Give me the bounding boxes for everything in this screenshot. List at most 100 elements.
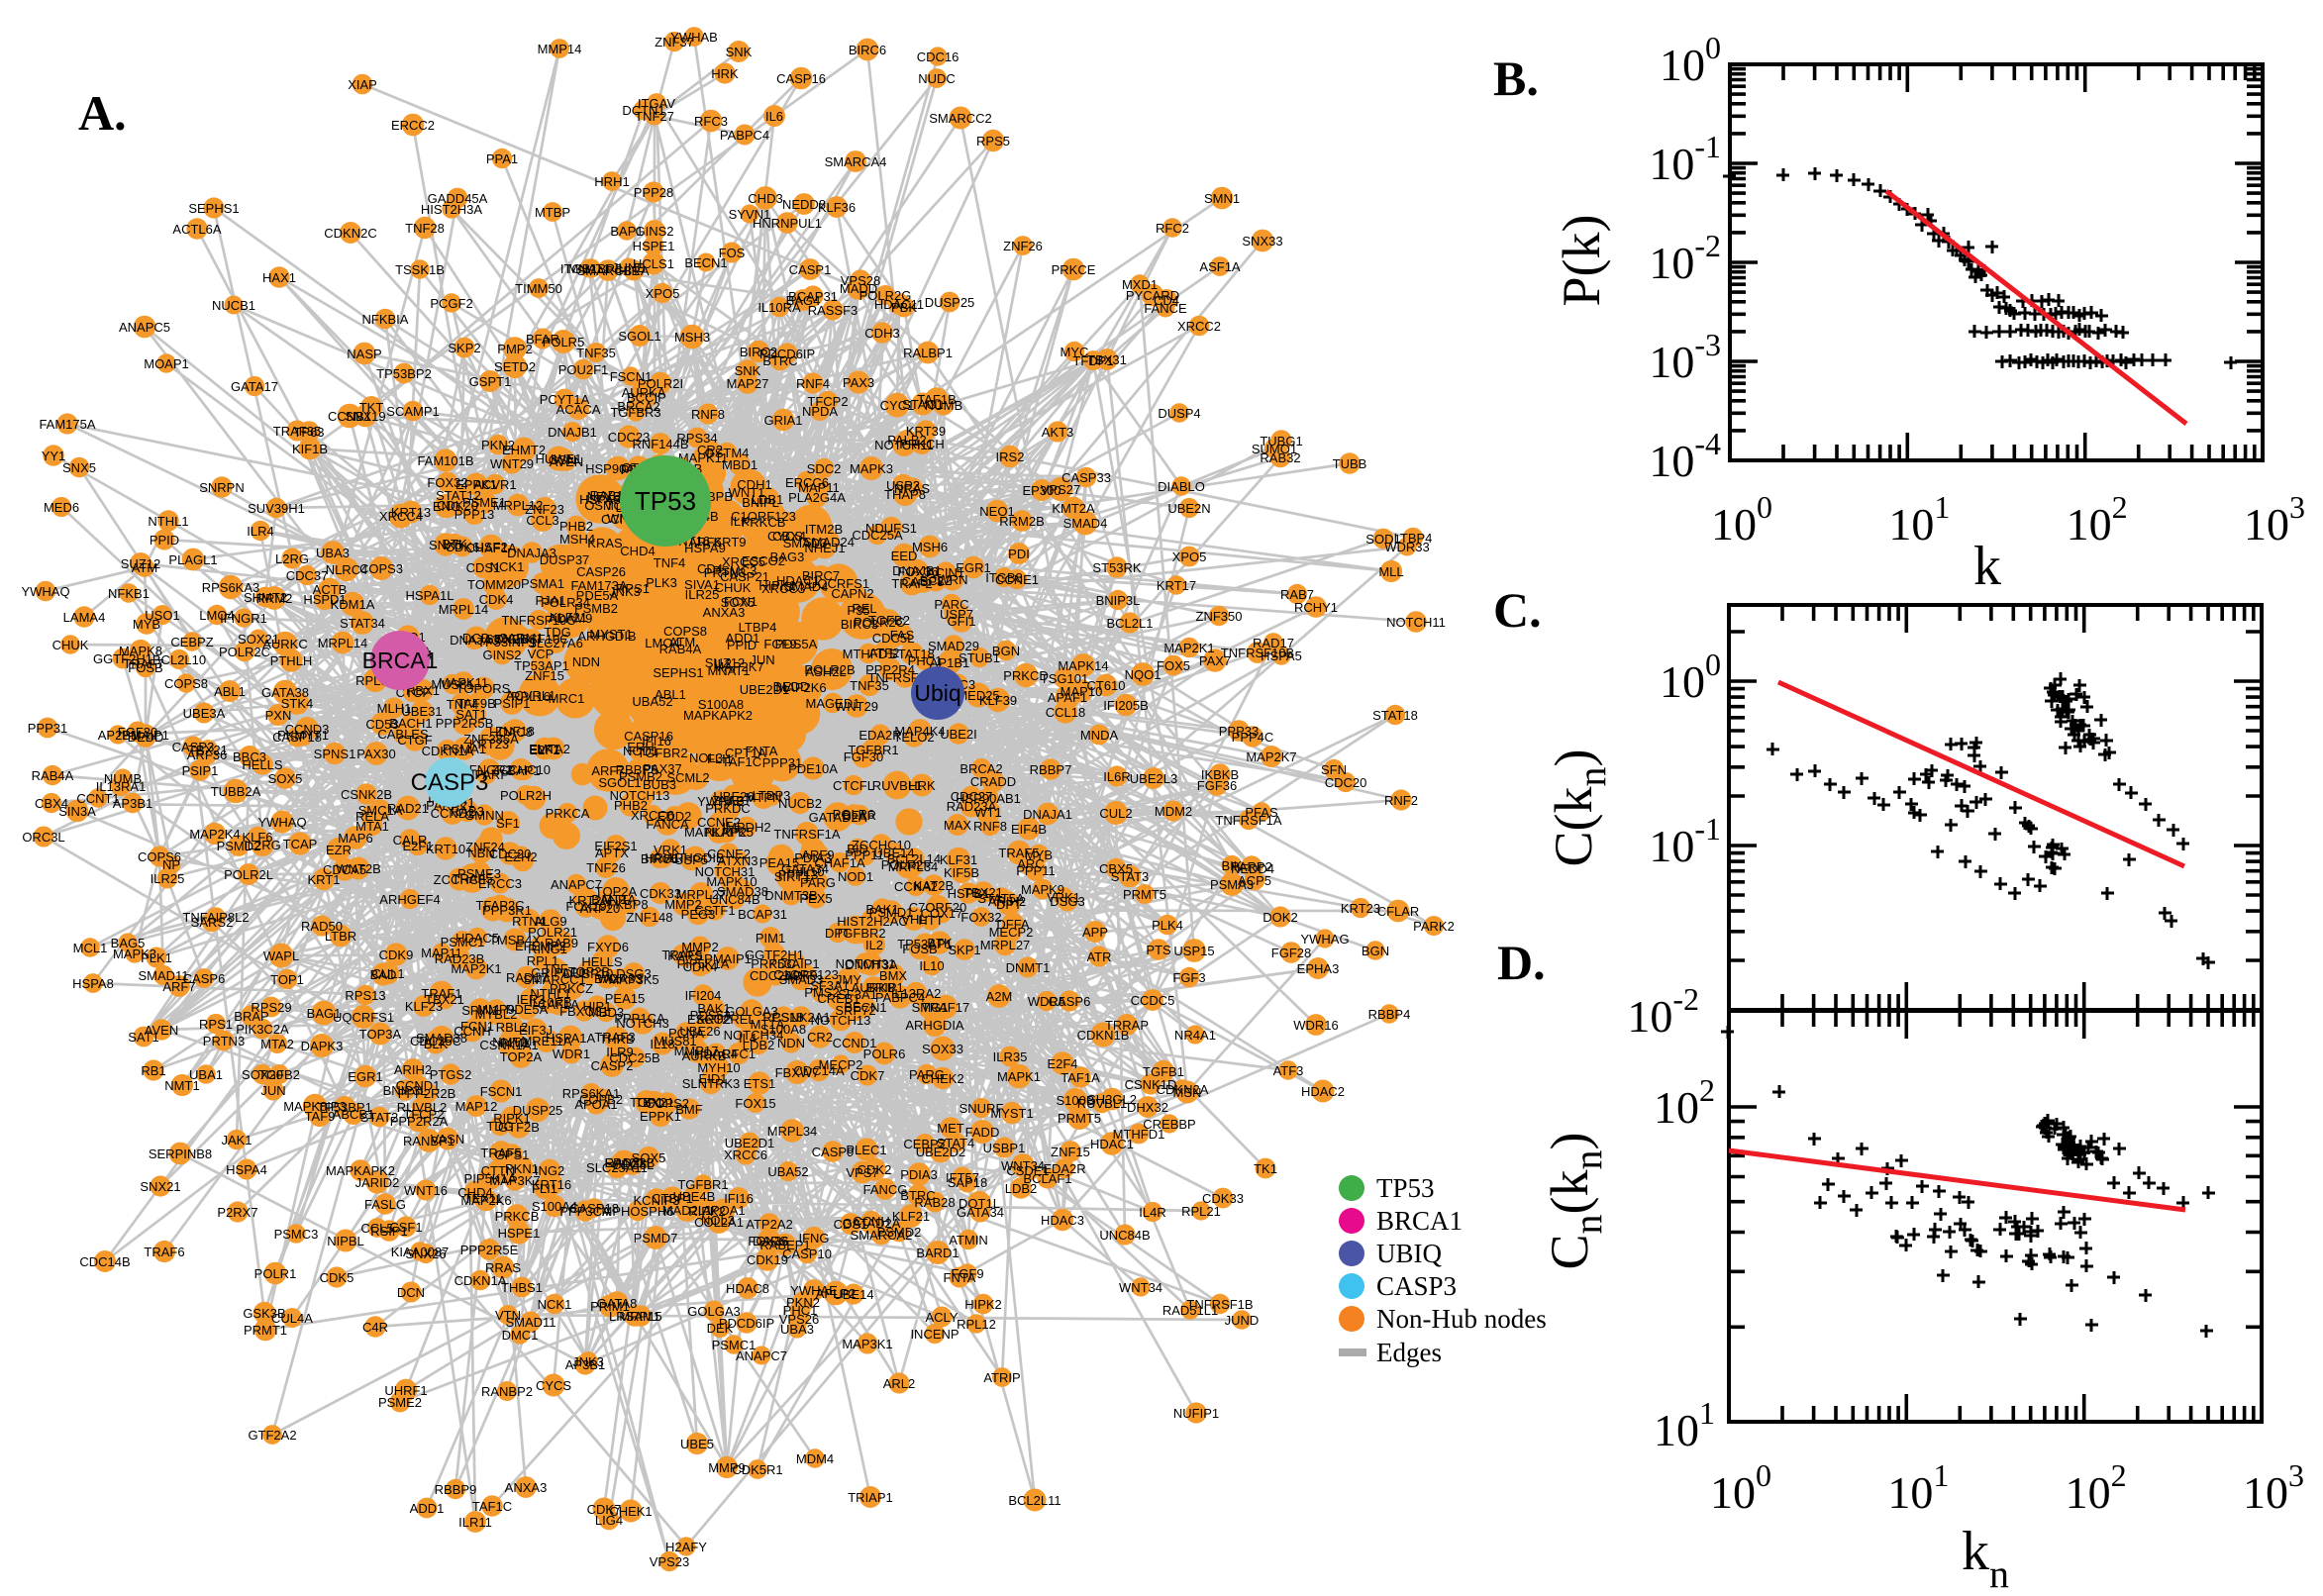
svg-text:MAP2K6: MAP2K6 (775, 680, 826, 695)
svg-text:PLAGL1: PLAGL1 (168, 552, 217, 567)
svg-text:MRPL34: MRPL34 (888, 859, 939, 874)
svg-text:PRKCZ: PRKCZ (550, 981, 593, 996)
svg-text:ZNF385A: ZNF385A (463, 732, 519, 747)
svg-text:UNC84B: UNC84B (1099, 1228, 1150, 1243)
svg-text:DOK2: DOK2 (1262, 910, 1297, 925)
svg-text:NUCB1: NUCB1 (212, 298, 255, 313)
svg-text:UBA52: UBA52 (767, 1164, 808, 1179)
svg-text:MT1A: MT1A (751, 1017, 785, 1032)
svg-text:USBP1: USBP1 (983, 1141, 1026, 1155)
svg-text:DCTN1: DCTN1 (622, 103, 664, 118)
svg-text:PEA15: PEA15 (605, 991, 645, 1006)
svg-text:RBBP5: RBBP5 (616, 762, 658, 777)
svg-text:XRCC3: XRCC3 (761, 581, 805, 596)
svg-text:COPS8: COPS8 (164, 676, 208, 691)
svg-text:FAM173A: FAM173A (570, 578, 627, 593)
svg-text:SMARCA4: SMARCA4 (825, 154, 887, 169)
svg-text:TRIAP1: TRIAP1 (848, 1490, 893, 1505)
svg-text:POLR2H: POLR2H (500, 788, 552, 803)
svg-text:E2F1: E2F1 (529, 743, 559, 757)
svg-text:RAB3: RAB3 (451, 804, 484, 819)
svg-text:MMP9: MMP9 (477, 1002, 515, 1017)
svg-text:ACTL6A: ACTL6A (172, 222, 221, 237)
svg-text:REL: REL (730, 1012, 755, 1027)
svg-text:SMARCC2: SMARCC2 (929, 111, 992, 126)
svg-text:TSG101: TSG101 (1041, 671, 1088, 686)
svg-text:MRPL14: MRPL14 (439, 602, 489, 617)
svg-text:MECP2: MECP2 (819, 1057, 863, 1072)
svg-text:CBX4: CBX4 (35, 796, 68, 811)
svg-text:EZH2: EZH2 (504, 849, 537, 864)
svg-text:SLNTRK3: SLNTRK3 (682, 1076, 741, 1091)
svg-text:APP: APP (1082, 925, 1108, 940)
svg-text:PALB2: PALB2 (887, 433, 927, 448)
svg-text:NLRC4: NLRC4 (326, 562, 368, 577)
svg-text:NDN: NDN (572, 654, 600, 669)
svg-text:PPID: PPID (727, 638, 757, 652)
svg-text:CSNK2B: CSNK2B (341, 787, 392, 802)
svg-text:MOAP1: MOAP1 (144, 356, 189, 371)
svg-text:Ubiq: Ubiq (914, 680, 960, 706)
svg-text:SAT1: SAT1 (128, 1030, 159, 1045)
svg-text:WDR5: WDR5 (1028, 994, 1065, 1009)
svg-text:JUNB: JUNB (612, 260, 646, 275)
svg-text:EIF4B: EIF4B (1011, 822, 1047, 837)
svg-text:ATP2A2: ATP2A2 (746, 1217, 792, 1232)
svg-text:BIRC3: BIRC3 (841, 617, 878, 632)
svg-text:RFC2: RFC2 (1156, 221, 1189, 236)
svg-text:GINS2: GINS2 (482, 648, 521, 662)
svg-text:BAG4: BAG4 (786, 293, 821, 308)
svg-text:NASP: NASP (347, 347, 381, 361)
svg-text:CDK5: CDK5 (320, 1270, 354, 1285)
svg-text:HDAC3: HDAC3 (1041, 1213, 1084, 1228)
svg-text:ING2: ING2 (535, 1163, 564, 1178)
svg-text:MTA2: MTA2 (260, 1037, 294, 1051)
svg-text:YWHAQ: YWHAQ (257, 815, 306, 830)
svg-text:TOP2A: TOP2A (500, 1049, 543, 1064)
svg-text:ITGB8: ITGB8 (985, 570, 1023, 585)
svg-text:ANAPC7: ANAPC7 (551, 877, 602, 892)
svg-text:MSH3: MSH3 (674, 330, 710, 345)
svg-text:NOL3: NOL3 (689, 750, 723, 765)
svg-text:ACVR1: ACVR1 (473, 477, 516, 492)
svg-text:PDIA3: PDIA3 (900, 1167, 938, 1182)
svg-text:ILR4: ILR4 (247, 524, 273, 539)
svg-text:PJA1: PJA1 (535, 593, 565, 608)
svg-text:RTN4: RTN4 (512, 914, 546, 929)
svg-text:HAX1: HAX1 (262, 270, 296, 285)
svg-text:PPA1: PPA1 (486, 151, 518, 166)
svg-text:TAF9B: TAF9B (456, 696, 496, 711)
svg-text:NR4A1: NR4A1 (1174, 1028, 1216, 1043)
svg-text:PSMD2: PSMD2 (217, 839, 261, 853)
svg-text:PARG: PARG (909, 1067, 945, 1082)
svg-text:MRPL34: MRPL34 (767, 1124, 818, 1139)
svg-text:ADD1: ADD1 (410, 1501, 445, 1516)
svg-text:POLR1: POLR1 (254, 1266, 297, 1281)
svg-text:ZCCHC10: ZCCHC10 (852, 838, 911, 852)
svg-text:TRAF5: TRAF5 (480, 1146, 521, 1160)
svg-text:PHB2: PHB2 (614, 798, 648, 813)
svg-text:WDR16: WDR16 (1293, 1018, 1339, 1033)
svg-text:RPL21: RPL21 (1181, 1204, 1221, 1219)
svg-text:BCAP31: BCAP31 (738, 907, 787, 922)
svg-text:CSTF1: CSTF1 (694, 903, 735, 918)
svg-text:RFC1: RFC1 (722, 1047, 756, 1061)
svg-text:TP53: TP53 (1376, 1173, 1435, 1203)
svg-text:SKP1: SKP1 (948, 943, 980, 957)
svg-text:DNAJB1: DNAJB1 (548, 425, 597, 440)
svg-text:DCN: DCN (397, 1285, 425, 1300)
svg-text:UBE26: UBE26 (679, 1024, 720, 1039)
svg-text:RPS13: RPS13 (345, 988, 385, 1003)
svg-text:HIPK2: HIPK2 (964, 1297, 1002, 1312)
svg-text:SOX5: SOX5 (268, 771, 303, 786)
svg-text:TNF26: TNF26 (586, 860, 626, 875)
svg-text:CDK9: CDK9 (379, 948, 414, 962)
svg-text:HSPD1: HSPD1 (303, 592, 346, 607)
svg-text:SNX5: SNX5 (62, 460, 96, 475)
svg-text:ZNF350: ZNF350 (1196, 609, 1243, 624)
svg-text:BIRC5: BIRC5 (641, 851, 678, 866)
svg-text:NFKBIA: NFKBIA (362, 312, 409, 327)
svg-text:EPHA3: EPHA3 (1297, 961, 1340, 976)
svg-text:LDB2: LDB2 (1005, 1181, 1038, 1196)
svg-text:WNT16: WNT16 (404, 1183, 448, 1198)
